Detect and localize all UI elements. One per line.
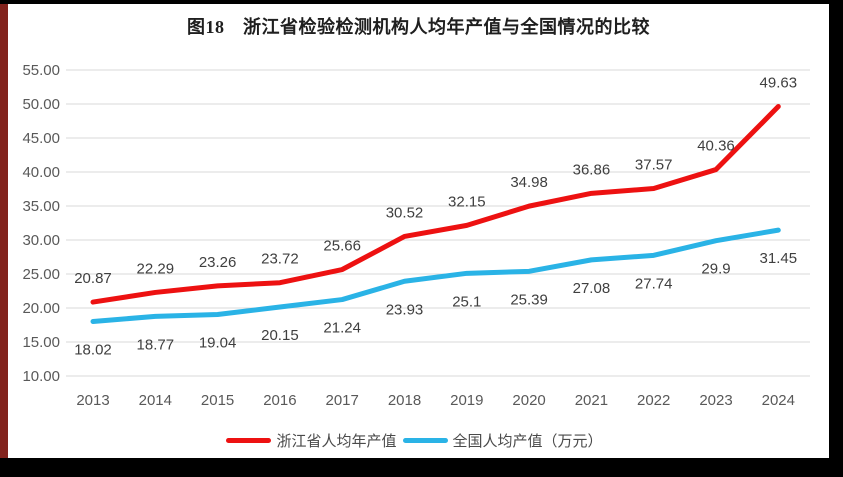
data-label: 19.04 [199, 335, 237, 352]
national-line-swatch-icon [402, 438, 448, 443]
data-label: 27.74 [635, 275, 673, 292]
data-label: 23.93 [386, 301, 424, 318]
y-axis-tick-label: 25.00 [22, 266, 60, 283]
data-label: 20.15 [261, 327, 299, 344]
page-left-strip [0, 4, 8, 458]
series-line [90, 104, 781, 305]
x-axis-tick-label: 2022 [637, 392, 670, 409]
x-axis-tick-label: 2013 [76, 392, 109, 409]
y-axis-tick-label: 10.00 [22, 368, 60, 385]
data-label: 34.98 [510, 174, 548, 191]
y-axis-tick-label: 45.00 [22, 130, 60, 147]
data-label: 18.77 [137, 336, 175, 353]
y-axis-tick-label: 50.00 [22, 96, 60, 113]
data-label: 21.24 [323, 320, 361, 337]
legend-label-national: 全国人均产值（万元） [452, 433, 603, 450]
page-border-top [0, 0, 843, 4]
y-axis-tick-label: 15.00 [22, 334, 60, 351]
data-label: 18.02 [74, 341, 112, 358]
data-label: 49.63 [760, 75, 798, 92]
data-label: 27.08 [573, 280, 611, 297]
legend-item-zhejiang: 浙江省人均年产值 [226, 430, 397, 451]
data-label: 31.45 [760, 250, 798, 267]
data-label: 32.15 [448, 193, 486, 210]
x-axis-tick-label: 2016 [263, 392, 296, 409]
x-axis-tick-label: 2019 [450, 392, 483, 409]
x-axis-tick-label: 2024 [762, 392, 795, 409]
y-axis-tick-label: 55.00 [22, 62, 60, 79]
data-label: 30.52 [386, 204, 424, 221]
x-axis-tick-label: 2020 [512, 392, 545, 409]
data-label: 25.66 [323, 238, 361, 255]
data-label: 25.39 [510, 291, 548, 308]
page-border-right [829, 0, 843, 477]
x-axis-tick-label: 2015 [201, 392, 234, 409]
chart-title: 图18 浙江省检验检测机构人均年产值与全国情况的比较 [187, 17, 650, 37]
data-label: 37.57 [635, 157, 673, 174]
chart-legend: 浙江省人均年产值 全国人均产值（万元） [0, 430, 829, 451]
x-axis-tick-label: 2014 [139, 392, 172, 409]
data-label: 20.87 [74, 270, 112, 287]
x-axis-tick-label: 2017 [326, 392, 359, 409]
data-label: 23.72 [261, 251, 299, 268]
x-axis-tick-label: 2021 [575, 392, 608, 409]
data-label: 22.29 [137, 260, 175, 277]
data-label: 29.9 [701, 261, 730, 278]
data-label: 23.26 [199, 254, 237, 271]
legend-item-national: 全国人均产值（万元） [402, 430, 603, 451]
zhejiang-line-swatch-icon [226, 438, 272, 443]
data-label: 40.36 [697, 138, 735, 155]
legend-label-zhejiang: 浙江省人均年产值 [276, 433, 397, 450]
x-axis-tick-label: 2018 [388, 392, 421, 409]
data-label: 25.1 [452, 293, 481, 310]
data-label: 36.86 [573, 161, 611, 178]
y-axis-tick-label: 35.00 [22, 198, 60, 215]
y-axis-tick-label: 40.00 [22, 164, 60, 181]
x-axis-tick-label: 2023 [699, 392, 732, 409]
series-line [90, 227, 781, 324]
y-axis-tick-label: 30.00 [22, 232, 60, 249]
page-border-bottom [0, 458, 843, 477]
y-axis-tick-label: 20.00 [22, 300, 60, 317]
